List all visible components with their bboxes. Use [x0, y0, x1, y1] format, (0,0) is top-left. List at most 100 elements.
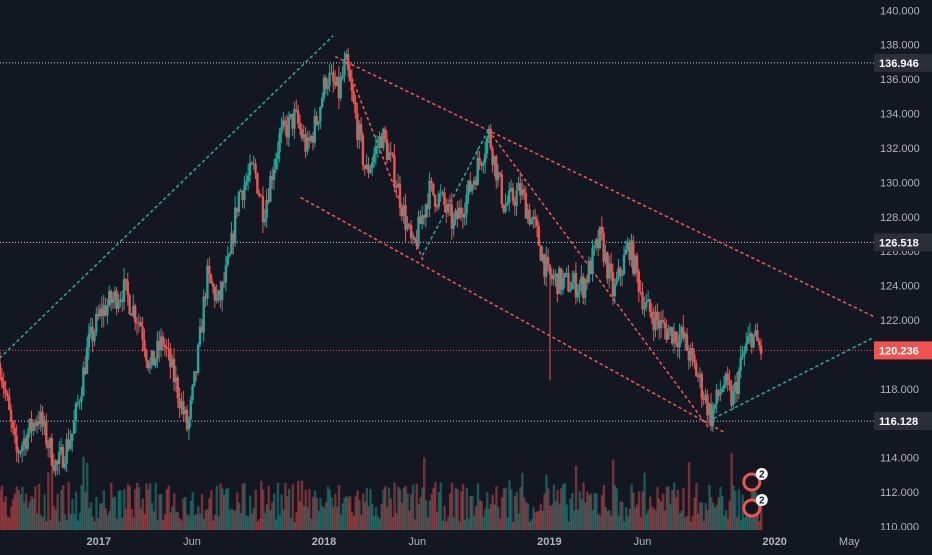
volume-bar — [500, 497, 504, 530]
volume-bar — [261, 489, 265, 530]
candle-body — [689, 347, 692, 361]
candle-body — [239, 191, 242, 192]
candle-body — [17, 451, 20, 454]
trendline[interactable] — [300, 197, 725, 433]
volume-bar — [86, 463, 89, 530]
candle-body — [348, 69, 352, 82]
trendline[interactable] — [488, 129, 709, 428]
candle — [478, 151, 481, 171]
event-icon[interactable] — [742, 472, 762, 492]
trendline[interactable] — [0, 35, 334, 359]
candle — [650, 302, 653, 325]
candle-body — [39, 411, 42, 424]
candle-body — [465, 194, 468, 214]
candle — [145, 348, 148, 369]
candle — [345, 50, 348, 61]
candle — [515, 182, 518, 216]
volume-bar — [321, 506, 324, 530]
volume-bar — [228, 510, 232, 530]
volume-bar — [273, 493, 276, 530]
candle — [498, 171, 502, 178]
candle — [83, 356, 87, 376]
volume-bar — [352, 515, 356, 530]
candle-body — [213, 286, 216, 301]
volume-bar — [395, 513, 398, 530]
dividend-icon[interactable] — [742, 498, 762, 518]
candle-body — [304, 134, 307, 152]
candle — [509, 179, 513, 193]
candle — [176, 374, 179, 408]
candle-body — [176, 377, 179, 399]
volume-bar — [526, 503, 530, 530]
event-badge[interactable]: 2 — [742, 468, 768, 492]
candle — [102, 294, 105, 328]
candle — [298, 114, 302, 136]
volume-bar — [734, 490, 737, 530]
candle-body — [667, 330, 670, 340]
volume-bar — [360, 515, 363, 530]
volume-bar — [202, 518, 206, 530]
candle-body — [280, 127, 283, 134]
candle-body — [109, 291, 113, 303]
volume-bar — [537, 510, 541, 530]
candle-body — [267, 199, 270, 202]
candle-body — [293, 109, 296, 129]
volume-bar — [580, 498, 583, 530]
volume-bar — [219, 483, 222, 530]
dividend-badge[interactable]: 2 — [742, 494, 768, 518]
candle-body — [715, 389, 718, 405]
volume-bar — [706, 510, 709, 530]
candle — [130, 313, 133, 316]
candle-body — [470, 184, 474, 192]
candle-body — [604, 252, 607, 262]
candle — [0, 368, 4, 388]
candle-body — [702, 398, 705, 401]
candle-body — [195, 371, 198, 373]
candle-body — [385, 139, 389, 160]
trendline[interactable] — [422, 128, 490, 256]
trendline[interactable] — [344, 61, 424, 261]
candle — [430, 177, 433, 192]
volume-bar — [634, 507, 637, 530]
x-tick-label: 2018 — [312, 536, 336, 548]
volume-bar — [532, 507, 535, 530]
level-label: 116.128 — [879, 416, 918, 428]
candle-body — [741, 355, 744, 358]
volume-bar — [574, 465, 578, 530]
volume-bar — [317, 510, 320, 530]
candle-body — [419, 216, 422, 225]
volume-bar — [667, 486, 670, 530]
candle-body — [743, 350, 746, 356]
volume-bar — [424, 500, 428, 530]
trendline[interactable] — [334, 55, 875, 318]
volume-bar — [608, 510, 611, 530]
candle-body — [552, 276, 555, 280]
candle — [519, 171, 522, 204]
candle-body — [745, 343, 748, 351]
volume-bar — [319, 498, 322, 530]
candle — [550, 268, 554, 286]
volume-bar — [289, 518, 293, 530]
volume-bar — [204, 509, 207, 530]
candle — [465, 184, 468, 225]
candle — [617, 258, 620, 282]
volume-bar — [136, 482, 139, 530]
candle-body — [611, 272, 615, 297]
trendline[interactable] — [713, 336, 875, 419]
volume-bar — [400, 502, 404, 530]
candle-body — [332, 72, 335, 82]
candle — [415, 229, 418, 251]
volume-bar — [345, 496, 348, 530]
candle-body — [333, 81, 337, 86]
volume-bar — [126, 484, 130, 530]
candle-body — [91, 326, 94, 342]
candle-body — [350, 81, 354, 91]
candle-body — [411, 237, 415, 239]
candle-body — [135, 322, 139, 324]
candle-body — [463, 213, 466, 218]
candle-body — [193, 371, 196, 386]
candle — [715, 384, 718, 414]
volume-bar — [591, 510, 594, 530]
